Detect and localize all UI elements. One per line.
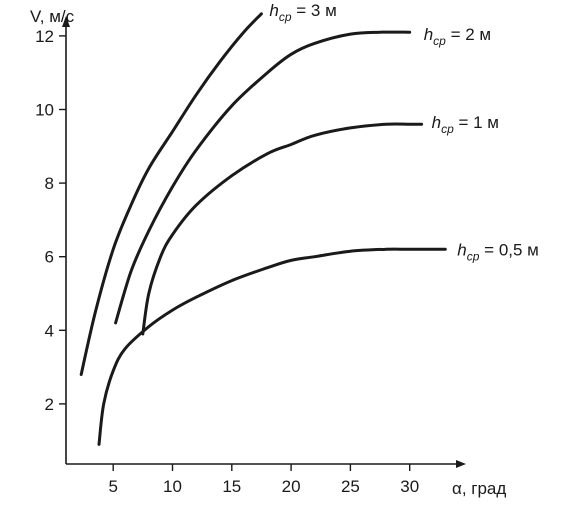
series-line <box>97 247 447 446</box>
y-tick-label: 6 <box>45 248 54 267</box>
series-line <box>79 12 263 376</box>
x-tick-label: 10 <box>163 477 182 496</box>
axes <box>62 16 466 468</box>
y-tick-label: 8 <box>45 174 54 193</box>
x-axis-arrow <box>456 460 466 468</box>
x-tick-label: 5 <box>108 477 117 496</box>
y-tick-label: 10 <box>35 101 54 120</box>
series-label: hср = 1 м <box>432 113 499 136</box>
y-axis-label: V, м/с <box>30 7 75 26</box>
y-tick-label: 4 <box>45 321 54 340</box>
series-label: hср = 3 м <box>269 1 336 24</box>
curves <box>79 12 447 446</box>
x-tick-label: 30 <box>400 477 419 496</box>
x-axis-label: α, град <box>452 479 506 498</box>
x-tick-label: 20 <box>282 477 301 496</box>
y-tick-label: 2 <box>45 395 54 414</box>
y-axis-arrow <box>62 16 70 27</box>
y-tick-label: 12 <box>35 27 54 46</box>
series-label: hср = 2 м <box>424 25 491 48</box>
series-labels: hср = 3 м hср = 2 м hср = 1 м hср = 0,5 м <box>269 1 539 263</box>
ticks: 2 4 6 8 10 12 5 10 15 20 25 30 <box>35 27 419 496</box>
series-line <box>141 122 424 336</box>
x-tick-label: 25 <box>341 477 360 496</box>
x-tick-label: 15 <box>222 477 241 496</box>
series-label: hср = 0,5 м <box>457 240 539 263</box>
series-line <box>114 30 412 325</box>
